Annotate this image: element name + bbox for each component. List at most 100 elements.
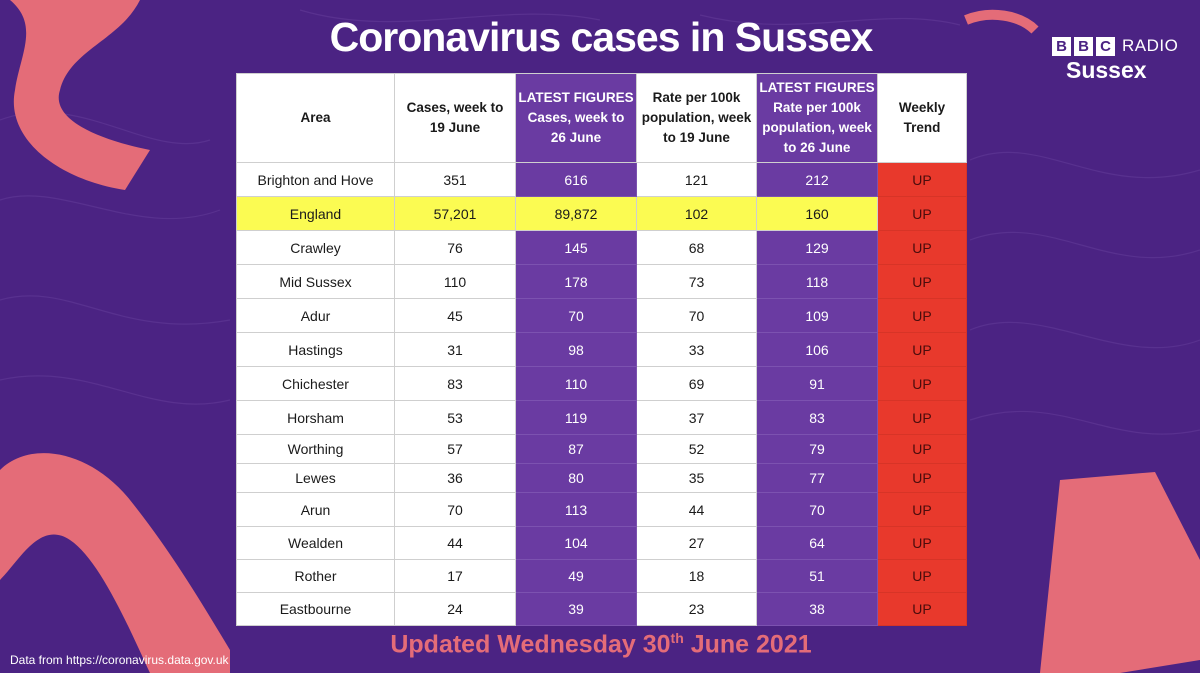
value-cell: 38 — [756, 592, 878, 626]
value-cell: 51 — [756, 559, 878, 593]
value-cell: 27 — [636, 526, 757, 560]
trend-cell: UP — [877, 559, 967, 593]
value-cell: 24 — [394, 592, 516, 626]
value-cell: 98 — [515, 332, 637, 367]
column-header-line: Rate per 100k — [773, 100, 861, 115]
logo-letter-b1: B — [1052, 36, 1071, 56]
logo-letter-c: C — [1096, 36, 1115, 56]
data-source-note: Data from https://coronavirus.data.gov.u… — [10, 653, 229, 667]
table-row: Arun 70 113 44 70 UP — [236, 492, 967, 527]
value-cell: 129 — [756, 230, 878, 265]
value-cell: 83 — [394, 366, 516, 401]
trend-cell: UP — [877, 592, 967, 626]
trend-cell: UP — [877, 162, 967, 197]
table-row: Brighton and Hove 351 616 121 212 UP — [236, 162, 967, 197]
value-cell: 44 — [636, 492, 757, 527]
trend-cell: UP — [877, 434, 967, 464]
value-cell: 104 — [515, 526, 637, 560]
trend-cell: UP — [877, 332, 967, 367]
column-header-line: Rate per 100k — [652, 90, 741, 105]
area-cell: England — [236, 196, 395, 231]
table-row: Mid Sussex 110 178 73 118 UP — [236, 264, 967, 299]
column-header: Weekly Trend — [877, 73, 967, 163]
value-cell: 70 — [515, 298, 637, 333]
column-header-line: population, week — [762, 120, 872, 135]
value-cell: 118 — [756, 264, 878, 299]
value-cell: 68 — [636, 230, 757, 265]
table-row: England 57,201 89,872 102 160 UP — [236, 196, 967, 231]
area-cell: Horsham — [236, 400, 395, 435]
table-row: Adur 45 70 70 109 UP — [236, 298, 967, 333]
value-cell: 17 — [394, 559, 516, 593]
column-header-line: Area — [300, 110, 331, 125]
value-cell: 37 — [636, 400, 757, 435]
trend-cell: UP — [877, 298, 967, 333]
trend-cell: UP — [877, 400, 967, 435]
area-cell: Lewes — [236, 463, 395, 493]
area-cell: Rother — [236, 559, 395, 593]
area-cell: Worthing — [236, 434, 395, 464]
value-cell: 70 — [394, 492, 516, 527]
value-cell: 212 — [756, 162, 878, 197]
value-cell: 70 — [636, 298, 757, 333]
value-cell: 109 — [756, 298, 878, 333]
table-row: Worthing 57 87 52 79 UP — [236, 434, 967, 464]
value-cell: 45 — [394, 298, 516, 333]
table-row: Hastings 31 98 33 106 UP — [236, 332, 967, 367]
value-cell: 23 — [636, 592, 757, 626]
column-header-line: to 26 June — [783, 140, 851, 155]
value-cell: 145 — [515, 230, 637, 265]
value-cell: 53 — [394, 400, 516, 435]
value-cell: 89,872 — [515, 196, 637, 231]
column-header-line: 19 June — [429, 120, 481, 135]
value-cell: 80 — [515, 463, 637, 493]
area-cell: Eastbourne — [236, 592, 395, 626]
column-header: LATEST FIGURES Cases, week to 26 June — [515, 73, 637, 163]
table-header-row: Area Cases, week to 19 June LATEST FIGURES C… — [236, 73, 967, 163]
trend-cell: UP — [877, 264, 967, 299]
value-cell: 83 — [756, 400, 878, 435]
area-cell: Adur — [236, 298, 395, 333]
table-row: Eastbourne 24 39 23 38 UP — [236, 592, 967, 626]
area-cell: Brighton and Hove — [236, 162, 395, 197]
column-header-line: 26 June — [550, 130, 602, 145]
value-cell: 44 — [394, 526, 516, 560]
value-cell: 77 — [756, 463, 878, 493]
cases-table: Area Cases, week to 19 June LATEST FIGURES C… — [236, 73, 967, 626]
column-header-line: Weekly — [898, 100, 946, 115]
value-cell: 87 — [515, 434, 637, 464]
trend-cell: UP — [877, 230, 967, 265]
value-cell: 31 — [394, 332, 516, 367]
table-row: Chichester 83 110 69 91 UP — [236, 366, 967, 401]
value-cell: 102 — [636, 196, 757, 231]
column-header-line: Cases, week to — [406, 100, 504, 115]
value-cell: 35 — [636, 463, 757, 493]
page-title: Coronavirus cases in Sussex — [329, 14, 874, 60]
value-cell: 110 — [515, 366, 637, 401]
value-cell: 79 — [756, 434, 878, 464]
value-cell: 69 — [636, 366, 757, 401]
value-cell: 110 — [394, 264, 516, 299]
value-cell: 76 — [394, 230, 516, 265]
value-cell: 57 — [394, 434, 516, 464]
trend-cell: UP — [877, 463, 967, 493]
column-header-line: to 19 June — [663, 130, 730, 145]
value-cell: 64 — [756, 526, 878, 560]
table-row: Rother 17 49 18 51 UP — [236, 559, 967, 593]
trend-cell: UP — [877, 526, 967, 560]
table-row: Wealden 44 104 27 64 UP — [236, 526, 967, 560]
area-cell: Mid Sussex — [236, 264, 395, 299]
value-cell: 616 — [515, 162, 637, 197]
column-header: Area — [236, 73, 395, 163]
logo-letter-b2: B — [1074, 36, 1093, 56]
column-header: Cases, week to 19 June — [394, 73, 516, 163]
value-cell: 39 — [515, 592, 637, 626]
value-cell: 70 — [756, 492, 878, 527]
column-header-line: Trend — [903, 120, 941, 135]
value-cell: 49 — [515, 559, 637, 593]
value-cell: 52 — [636, 434, 757, 464]
updated-rest: June 2021 — [683, 630, 812, 659]
value-cell: 36 — [394, 463, 516, 493]
area-cell: Crawley — [236, 230, 395, 265]
column-header-line: LATEST FIGURES — [518, 90, 634, 105]
